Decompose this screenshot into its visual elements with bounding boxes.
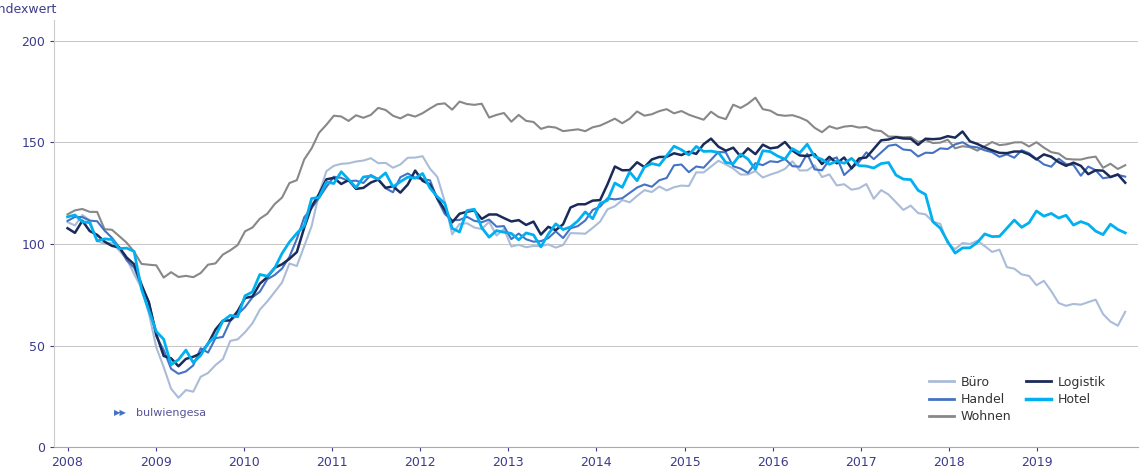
Legend: Büro, Handel, Wohnen, Logistik, Hotel: Büro, Handel, Wohnen, Logistik, Hotel [924,370,1111,428]
Text: Indexwert: Indexwert [0,3,57,16]
Text: ▶▶: ▶▶ [114,408,127,418]
Text: bulwiengesa: bulwiengesa [136,408,206,418]
